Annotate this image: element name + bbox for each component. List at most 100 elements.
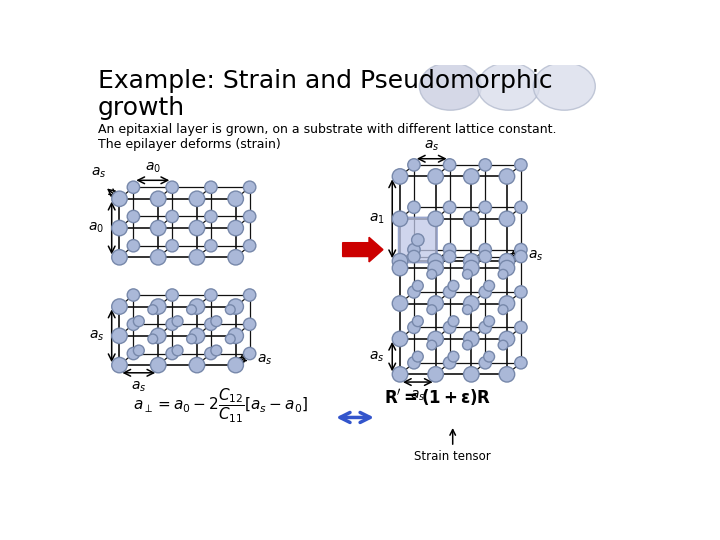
Circle shape (462, 305, 472, 314)
Text: $a_s$: $a_s$ (131, 380, 146, 394)
Circle shape (515, 244, 527, 256)
Circle shape (499, 331, 515, 347)
Circle shape (428, 211, 444, 226)
Circle shape (127, 240, 140, 252)
Circle shape (204, 289, 217, 301)
Circle shape (166, 181, 179, 193)
Circle shape (243, 211, 256, 222)
Circle shape (392, 367, 408, 382)
Circle shape (515, 201, 527, 213)
Circle shape (189, 299, 204, 314)
Ellipse shape (419, 63, 482, 110)
Circle shape (413, 316, 423, 327)
Circle shape (127, 347, 140, 360)
Circle shape (127, 181, 140, 193)
Circle shape (498, 340, 508, 350)
Circle shape (150, 220, 166, 236)
Circle shape (133, 316, 144, 327)
Circle shape (112, 328, 127, 343)
Circle shape (464, 367, 479, 382)
Circle shape (408, 356, 420, 369)
Circle shape (479, 286, 492, 298)
Circle shape (515, 159, 527, 171)
Text: $a_s$: $a_s$ (410, 389, 426, 403)
Text: growth: growth (98, 96, 185, 119)
Circle shape (464, 211, 479, 226)
Circle shape (228, 191, 243, 206)
Circle shape (150, 328, 166, 343)
Circle shape (228, 299, 243, 314)
Circle shape (428, 367, 444, 382)
Text: Example: Strain and Pseudomorphic: Example: Strain and Pseudomorphic (98, 69, 552, 93)
Circle shape (189, 191, 204, 206)
Circle shape (499, 260, 515, 276)
Circle shape (225, 334, 235, 344)
Circle shape (413, 351, 423, 362)
Circle shape (204, 318, 217, 330)
Circle shape (228, 328, 243, 343)
Circle shape (150, 357, 166, 373)
Circle shape (127, 318, 140, 330)
Circle shape (408, 244, 420, 256)
Circle shape (392, 296, 408, 311)
Text: $a_0$: $a_0$ (88, 221, 104, 235)
Text: $a_s$: $a_s$ (91, 166, 107, 180)
Circle shape (479, 321, 492, 334)
Circle shape (464, 168, 479, 184)
Circle shape (444, 321, 456, 334)
Circle shape (484, 280, 495, 291)
Circle shape (166, 240, 179, 252)
Circle shape (444, 286, 456, 298)
Circle shape (243, 289, 256, 301)
Circle shape (127, 211, 140, 222)
Circle shape (427, 305, 436, 314)
Circle shape (186, 334, 197, 344)
FancyBboxPatch shape (398, 217, 437, 262)
Circle shape (428, 331, 444, 347)
Circle shape (148, 334, 158, 344)
Circle shape (427, 340, 436, 350)
Circle shape (204, 347, 217, 360)
Circle shape (427, 269, 436, 279)
Circle shape (228, 249, 243, 265)
Circle shape (392, 253, 408, 269)
Circle shape (166, 289, 179, 301)
Circle shape (444, 356, 456, 369)
Text: $a_s$: $a_s$ (256, 352, 272, 367)
Circle shape (243, 347, 256, 360)
Circle shape (172, 316, 183, 327)
Circle shape (211, 345, 222, 356)
Circle shape (484, 351, 495, 362)
Circle shape (464, 260, 479, 276)
Circle shape (243, 318, 256, 330)
Circle shape (448, 351, 459, 362)
Circle shape (444, 244, 456, 256)
Circle shape (479, 356, 492, 369)
Circle shape (515, 251, 527, 262)
Circle shape (392, 211, 408, 226)
Text: $\mathbf{R'=(1+\varepsilon)R}$: $\mathbf{R'=(1+\varepsilon)R}$ (384, 387, 492, 408)
Circle shape (464, 253, 479, 269)
Circle shape (413, 280, 423, 291)
Circle shape (498, 305, 508, 314)
Circle shape (515, 356, 527, 369)
Circle shape (189, 357, 204, 373)
Circle shape (428, 168, 444, 184)
Circle shape (186, 305, 197, 314)
Circle shape (428, 296, 444, 311)
Circle shape (408, 286, 420, 298)
FancyArrow shape (343, 237, 383, 262)
Circle shape (462, 340, 472, 350)
Circle shape (166, 347, 179, 360)
Circle shape (408, 201, 420, 213)
Circle shape (243, 181, 256, 193)
Circle shape (412, 234, 424, 246)
Circle shape (515, 286, 527, 298)
Circle shape (112, 357, 127, 373)
Circle shape (204, 240, 217, 252)
Circle shape (479, 201, 492, 213)
Circle shape (166, 318, 179, 330)
Circle shape (444, 251, 456, 262)
Circle shape (112, 249, 127, 265)
Circle shape (189, 220, 204, 236)
